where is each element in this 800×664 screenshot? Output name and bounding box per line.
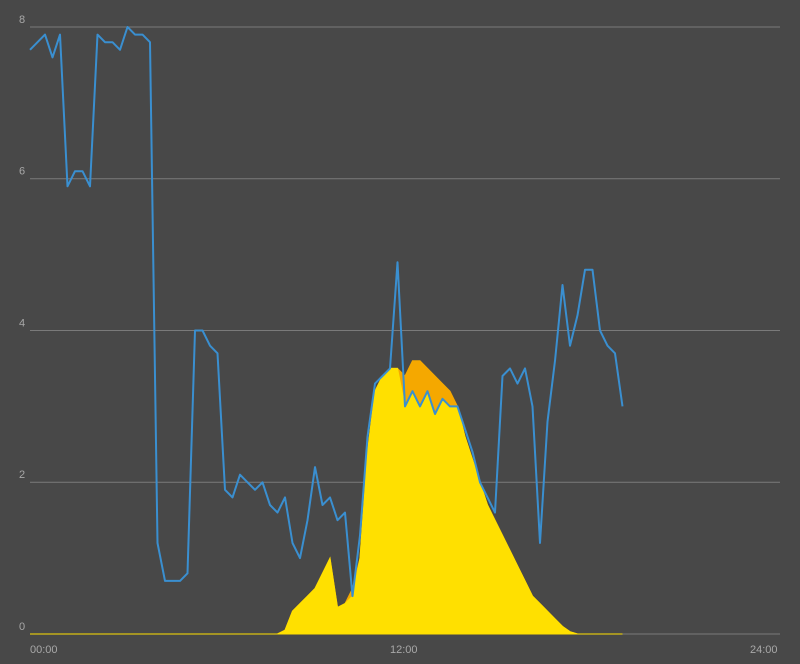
line — [29, 26, 624, 598]
x-tick-label: 12:00 — [390, 644, 418, 656]
y-tick-label: 4 — [19, 317, 25, 329]
y-tick-label: 2 — [19, 469, 25, 481]
area — [30, 367, 623, 635]
x-tick-label: 24:00 — [750, 644, 778, 656]
y-tick-label: 0 — [19, 621, 25, 633]
y-tick-label: 6 — [19, 166, 25, 178]
x-tick-label: 00:00 — [30, 644, 58, 656]
y-tick-label: 8 — [19, 14, 25, 26]
